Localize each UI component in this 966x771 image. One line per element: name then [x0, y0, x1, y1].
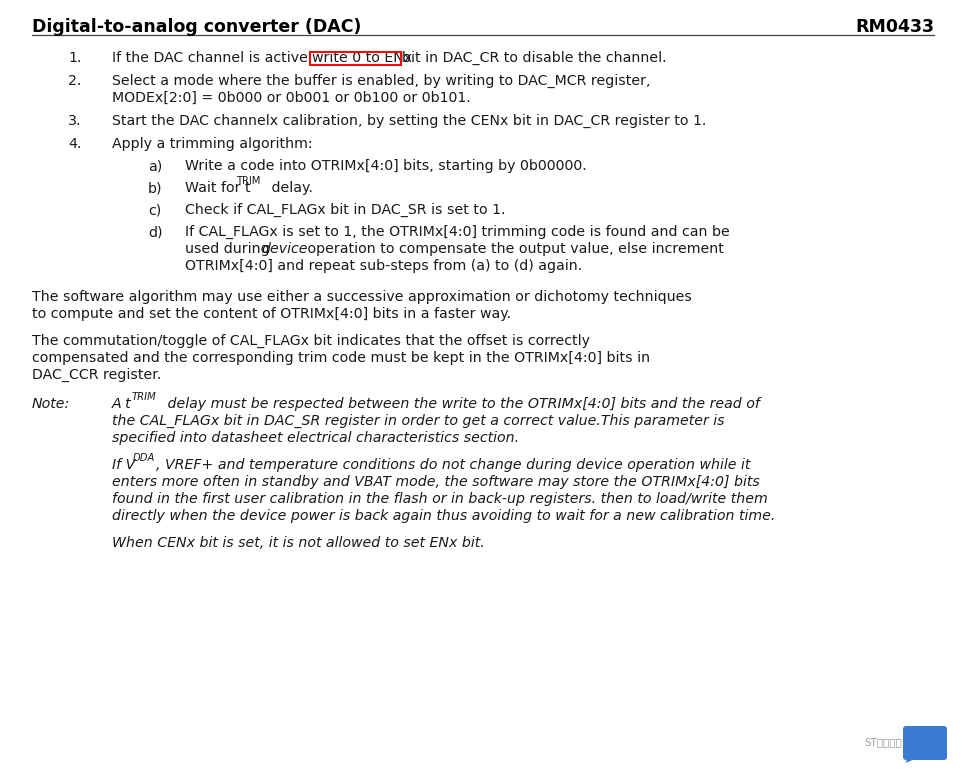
Text: enters more often in standby and VBAT mode, the software may store the OTRIMx[4:: enters more often in standby and VBAT mo… [112, 475, 759, 489]
Text: d): d) [148, 225, 162, 239]
Text: The software algorithm may use either a successive approximation or dichotomy te: The software algorithm may use either a … [32, 290, 692, 304]
Text: compensated and the corresponding trim code must be kept in the OTRIMx[4:0] bits: compensated and the corresponding trim c… [32, 351, 650, 365]
Text: DAC_CCR register.: DAC_CCR register. [32, 368, 161, 382]
Text: , VREF+ and temperature conditions do not change during device operation while i: , VREF+ and temperature conditions do no… [156, 458, 751, 472]
Text: found in the first user calibration in the flash or in back-up registers. then t: found in the first user calibration in t… [112, 492, 768, 506]
Text: the CAL_FLAGx bit in DAC_SR register in order to get a correct value.This parame: the CAL_FLAGx bit in DAC_SR register in … [112, 414, 724, 428]
Text: Start the DAC channelx calibration, by setting the CENx bit in DAC_CR register t: Start the DAC channelx calibration, by s… [112, 114, 706, 128]
Text: delay must be respected between the write to the OTRIMx[4:0] bits and the read o: delay must be respected between the writ… [163, 397, 760, 411]
Text: ST中文论坛: ST中文论坛 [865, 737, 902, 747]
Text: 4.: 4. [68, 137, 81, 151]
Text: write 0 to ENx: write 0 to ENx [312, 51, 412, 65]
Text: The commutation/toggle of CAL_FLAGx bit indicates that the offset is correctly: The commutation/toggle of CAL_FLAGx bit … [32, 334, 590, 348]
Text: MODEx[2:0] = 0b000 or 0b001 or 0b100 or 0b101.: MODEx[2:0] = 0b000 or 0b001 or 0b100 or … [112, 91, 470, 105]
Text: device: device [261, 242, 307, 256]
Text: Wait for t: Wait for t [185, 181, 250, 195]
FancyBboxPatch shape [903, 726, 947, 760]
Text: specified into datasheet electrical characteristics section.: specified into datasheet electrical char… [112, 431, 519, 445]
Text: A t: A t [112, 397, 131, 411]
Text: operation to compensate the output value, else increment: operation to compensate the output value… [303, 242, 724, 256]
Text: If CAL_FLAGx is set to 1, the OTRIMx[4:0] trimming code is found and can be: If CAL_FLAGx is set to 1, the OTRIMx[4:0… [185, 225, 729, 239]
Text: to compute and set the content of OTRIMx[4:0] bits in a faster way.: to compute and set the content of OTRIMx… [32, 307, 511, 321]
Text: a): a) [148, 159, 162, 173]
Text: c): c) [148, 203, 161, 217]
Text: Digital-to-analog converter (DAC): Digital-to-analog converter (DAC) [32, 18, 361, 36]
Text: 2.: 2. [68, 74, 81, 88]
Text: bit in DAC_CR to disable the channel.: bit in DAC_CR to disable the channel. [402, 51, 667, 65]
Text: delay.: delay. [267, 181, 313, 195]
Text: If the DAC channel is active,: If the DAC channel is active, [112, 51, 312, 65]
Polygon shape [906, 757, 918, 762]
Text: 3.: 3. [68, 114, 81, 128]
Text: When CENx bit is set, it is not allowed to set ENx bit.: When CENx bit is set, it is not allowed … [112, 536, 485, 550]
Text: Write a code into OTRIMx[4:0] bits, starting by 0b00000.: Write a code into OTRIMx[4:0] bits, star… [185, 159, 586, 173]
Text: Select a mode where the buffer is enabled, by writing to DAC_MCR register,: Select a mode where the buffer is enable… [112, 74, 650, 88]
Text: directly when the device power is back again thus avoiding to wait for a new cal: directly when the device power is back a… [112, 509, 776, 523]
Text: used during: used during [185, 242, 274, 256]
Text: OTRIMx[4:0] and repeat sub-steps from (a) to (d) again.: OTRIMx[4:0] and repeat sub-steps from (a… [185, 259, 582, 273]
Text: TRIM: TRIM [236, 176, 261, 186]
Text: If V: If V [112, 458, 135, 472]
Text: TRIM: TRIM [132, 392, 156, 402]
Text: Check if CAL_FLAGx bit in DAC_SR is set to 1.: Check if CAL_FLAGx bit in DAC_SR is set … [185, 203, 505, 217]
Text: b): b) [148, 181, 162, 195]
Text: 1.: 1. [68, 51, 81, 65]
Text: Note:: Note: [32, 397, 71, 411]
Text: DDA: DDA [133, 453, 156, 463]
Text: RM0433: RM0433 [855, 18, 934, 36]
Text: Apply a trimming algorithm:: Apply a trimming algorithm: [112, 137, 313, 151]
